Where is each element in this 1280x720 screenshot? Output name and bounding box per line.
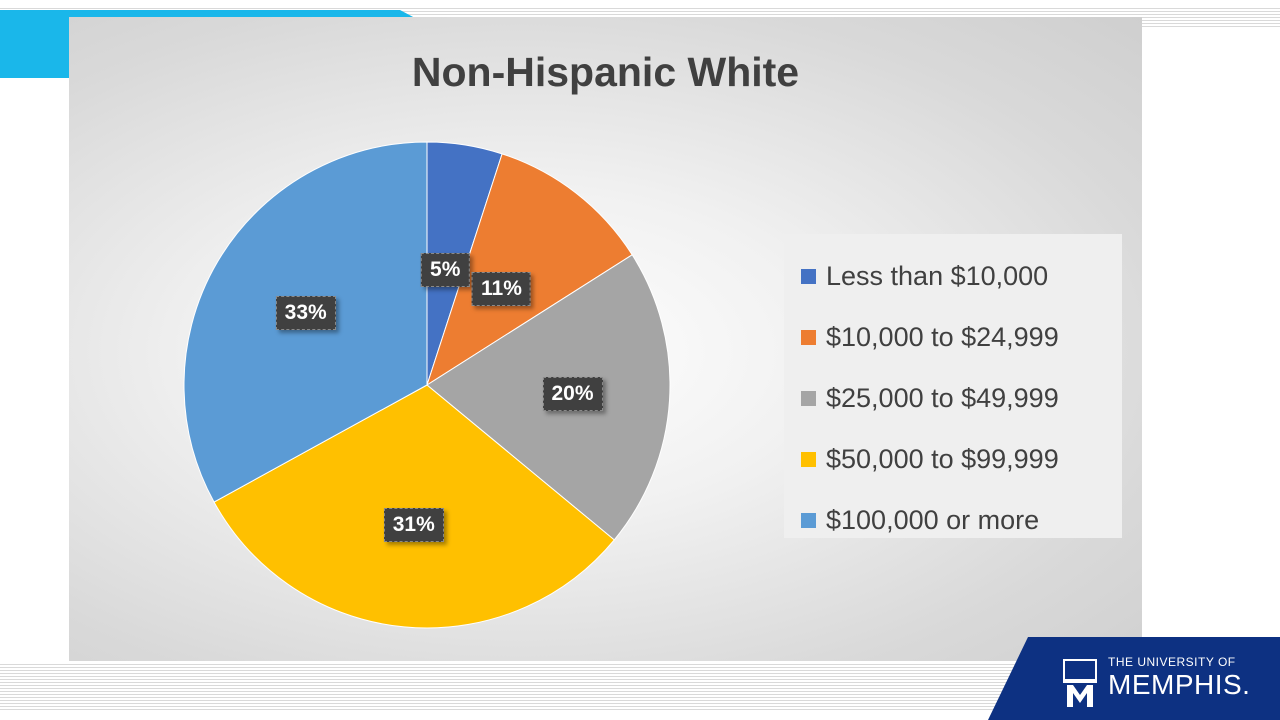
data-label: 11% — [472, 271, 531, 306]
legend-label: $25,000 to $49,999 — [826, 383, 1059, 413]
data-label: 33% — [275, 296, 336, 331]
legend-swatch — [801, 513, 816, 528]
pie-slice — [426, 153, 633, 387]
university-monogram-icon — [1063, 659, 1097, 707]
logo-line-2: MEMPHIS. — [1108, 669, 1251, 700]
legend-swatch — [801, 269, 816, 284]
chart-title: Non-Hispanic White — [411, 49, 800, 95]
legend-swatch — [801, 330, 816, 345]
legend-item: $50,000 to $99,999 — [784, 429, 1122, 490]
logo-line-1: THE UNIVERSITY OF — [1108, 655, 1236, 669]
pie-chart — [183, 141, 671, 629]
legend-label: $10,000 to $24,999 — [826, 322, 1059, 352]
data-label: 20% — [542, 377, 603, 412]
chart-panel: Non-Hispanic White 5% 11% 20% 31% 33% Less t… — [69, 17, 1142, 661]
pie-slice — [213, 384, 615, 629]
legend-label: $100,000 or more — [826, 505, 1040, 535]
legend: Less than $10,000 $10,000 to $24,999 $25… — [784, 234, 1122, 538]
legend-label: $50,000 to $99,999 — [826, 444, 1059, 474]
legend-item: Less than $10,000 — [784, 246, 1122, 307]
legend-item: $100,000 or more — [784, 490, 1122, 551]
university-logo: THE UNIVERSITY OF MEMPHIS. — [988, 637, 1280, 720]
legend-item: $10,000 to $24,999 — [784, 307, 1122, 368]
data-label: 5% — [421, 252, 470, 287]
legend-swatch — [801, 391, 816, 406]
legend-swatch — [801, 452, 816, 467]
data-label: 31% — [383, 508, 444, 543]
legend-label: Less than $10,000 — [826, 261, 1049, 291]
legend-item: $25,000 to $49,999 — [784, 368, 1122, 429]
